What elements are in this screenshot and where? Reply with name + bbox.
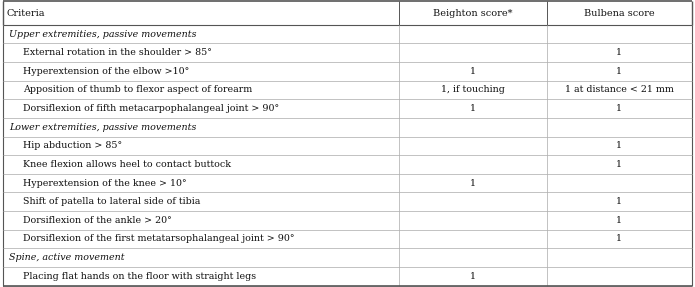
Text: Bulbena score: Bulbena score	[584, 9, 655, 18]
Text: Shift of patella to lateral side of tibia: Shift of patella to lateral side of tibi…	[23, 197, 200, 206]
Text: 1: 1	[616, 216, 622, 225]
Text: Knee flexion allows heel to contact buttock: Knee flexion allows heel to contact butt…	[23, 160, 231, 169]
Text: 1: 1	[616, 104, 622, 113]
Text: 1: 1	[470, 272, 476, 281]
Text: Upper extremities, passive movements: Upper extremities, passive movements	[9, 30, 197, 38]
Text: Dorsiflexion of fifth metacarpophalangeal joint > 90°: Dorsiflexion of fifth metacarpophalangea…	[23, 104, 279, 113]
Text: 1: 1	[470, 67, 476, 76]
Text: 1: 1	[616, 67, 622, 76]
Text: Hyperextension of the elbow >10°: Hyperextension of the elbow >10°	[23, 67, 189, 76]
Text: 1: 1	[616, 48, 622, 57]
Text: Dorsiflexion of the first metatarsophalangeal joint > 90°: Dorsiflexion of the first metatarsophala…	[23, 234, 295, 243]
Text: Spine, active movement: Spine, active movement	[9, 253, 124, 262]
Text: External rotation in the shoulder > 85°: External rotation in the shoulder > 85°	[23, 48, 212, 57]
Text: Beighton score*: Beighton score*	[433, 9, 513, 18]
Text: Lower extremities, passive movements: Lower extremities, passive movements	[9, 123, 197, 132]
Text: Dorsiflexion of the ankle > 20°: Dorsiflexion of the ankle > 20°	[23, 216, 172, 225]
Text: Hyperextension of the knee > 10°: Hyperextension of the knee > 10°	[23, 179, 186, 188]
Text: 1: 1	[470, 179, 476, 188]
Text: 1, if touching: 1, if touching	[441, 86, 505, 94]
Text: 1: 1	[616, 197, 622, 206]
Text: Placing flat hands on the floor with straight legs: Placing flat hands on the floor with str…	[23, 272, 256, 281]
Text: 1: 1	[616, 160, 622, 169]
Text: 1 at distance < 21 mm: 1 at distance < 21 mm	[565, 86, 673, 94]
Text: Criteria: Criteria	[7, 9, 45, 18]
Text: Apposition of thumb to flexor aspect of forearm: Apposition of thumb to flexor aspect of …	[23, 86, 252, 94]
Text: Hip abduction > 85°: Hip abduction > 85°	[23, 141, 122, 150]
Text: 1: 1	[470, 104, 476, 113]
Text: 1: 1	[616, 234, 622, 243]
Text: 1: 1	[616, 141, 622, 150]
